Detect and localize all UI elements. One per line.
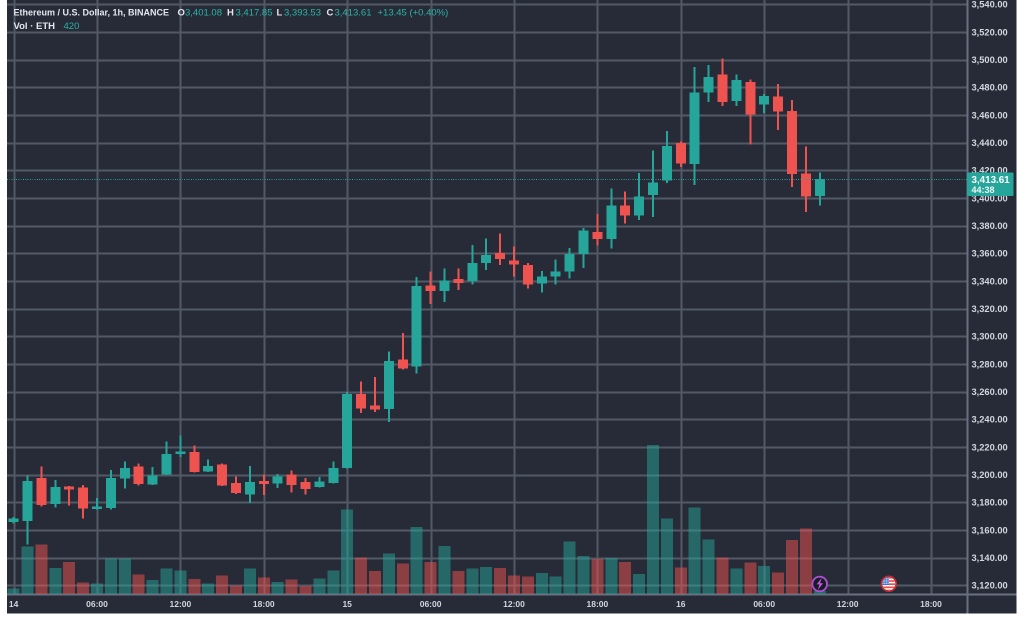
svg-text:H: H bbox=[227, 8, 234, 19]
svg-text:3,540.00: 3,540.00 bbox=[972, 0, 1008, 10]
svg-text:18:00: 18:00 bbox=[920, 599, 942, 609]
svg-text:Ethereum / U.S. Dollar, 1h, BI: Ethereum / U.S. Dollar, 1h, BINANCE bbox=[14, 8, 170, 18]
svg-text:3,420.00: 3,420.00 bbox=[972, 166, 1008, 176]
svg-text:Vol · ETH: Vol · ETH bbox=[14, 21, 56, 32]
svg-text:3,520.00: 3,520.00 bbox=[972, 27, 1008, 37]
svg-text:14: 14 bbox=[9, 599, 19, 609]
svg-text:C: C bbox=[327, 8, 334, 19]
svg-text:18:00: 18:00 bbox=[253, 599, 275, 609]
svg-text:+13.45 (+0.40%): +13.45 (+0.40%) bbox=[378, 8, 449, 19]
svg-text:12:00: 12:00 bbox=[170, 599, 192, 609]
svg-text:3,280.00: 3,280.00 bbox=[972, 359, 1008, 369]
svg-text:3,400.00: 3,400.00 bbox=[972, 193, 1008, 203]
svg-text:3,440.00: 3,440.00 bbox=[972, 138, 1008, 148]
svg-text:3,300.00: 3,300.00 bbox=[972, 332, 1008, 342]
svg-text:3,320.00: 3,320.00 bbox=[972, 304, 1008, 314]
svg-text:3,500.00: 3,500.00 bbox=[972, 55, 1008, 65]
svg-text:18:00: 18:00 bbox=[587, 599, 609, 609]
svg-text:3,480.00: 3,480.00 bbox=[972, 83, 1008, 93]
svg-text:3,180.00: 3,180.00 bbox=[972, 498, 1008, 508]
svg-text:L: L bbox=[277, 8, 283, 19]
svg-text:3,120.00: 3,120.00 bbox=[972, 581, 1008, 591]
svg-text:3,200.00: 3,200.00 bbox=[972, 470, 1008, 480]
svg-text:O: O bbox=[178, 8, 185, 19]
svg-text:3,413.61: 3,413.61 bbox=[972, 175, 1011, 186]
svg-text:3,380.00: 3,380.00 bbox=[972, 221, 1008, 231]
svg-text:3,460.00: 3,460.00 bbox=[972, 110, 1008, 120]
svg-text:3,160.00: 3,160.00 bbox=[972, 525, 1008, 535]
svg-text:3,340.00: 3,340.00 bbox=[972, 276, 1008, 286]
svg-text:06:00: 06:00 bbox=[86, 599, 108, 609]
svg-text:3,220.00: 3,220.00 bbox=[972, 442, 1008, 452]
svg-text:12:00: 12:00 bbox=[503, 599, 525, 609]
svg-text:16: 16 bbox=[676, 599, 686, 609]
svg-text:44:38: 44:38 bbox=[972, 185, 995, 195]
svg-text:3,401.08: 3,401.08 bbox=[185, 8, 222, 19]
svg-text:3,240.00: 3,240.00 bbox=[972, 415, 1008, 425]
svg-text:3,393.53: 3,393.53 bbox=[284, 8, 321, 19]
svg-text:420: 420 bbox=[64, 21, 80, 32]
svg-text:12:00: 12:00 bbox=[837, 599, 859, 609]
svg-text:3,413.61: 3,413.61 bbox=[335, 8, 372, 19]
svg-text:3,360.00: 3,360.00 bbox=[972, 249, 1008, 259]
svg-text:06:00: 06:00 bbox=[753, 599, 775, 609]
svg-text:3,260.00: 3,260.00 bbox=[972, 387, 1008, 397]
svg-text:3,417.85: 3,417.85 bbox=[236, 8, 273, 19]
svg-text:3,140.00: 3,140.00 bbox=[972, 553, 1008, 563]
svg-text:06:00: 06:00 bbox=[420, 599, 442, 609]
svg-text:15: 15 bbox=[342, 599, 352, 609]
